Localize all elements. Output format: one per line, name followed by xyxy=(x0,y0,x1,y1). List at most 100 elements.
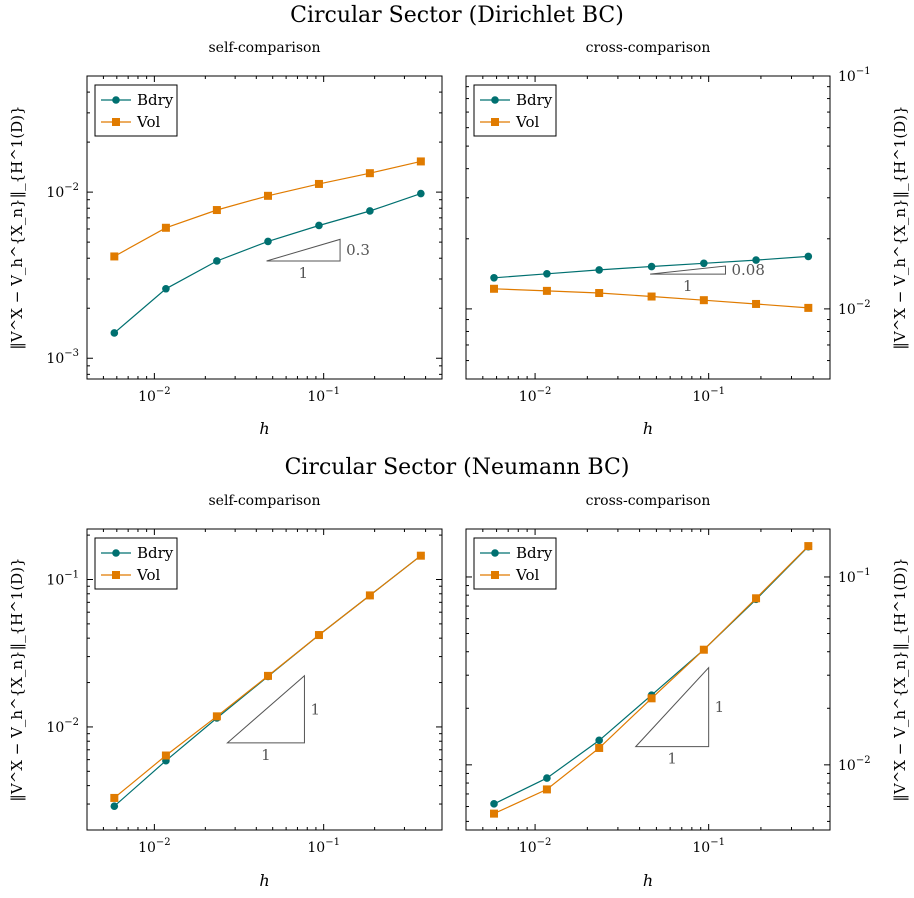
data-point-vol xyxy=(647,694,656,703)
data-point-vol xyxy=(212,712,221,721)
x-axis-label: h xyxy=(643,871,653,890)
legend-entry-bdry: Bdry xyxy=(137,544,174,562)
y-axis-label: ‖V^X − V_h^{X_n}‖_{H^1(D)} xyxy=(8,557,26,801)
data-point-vol xyxy=(752,594,761,603)
data-point-vol xyxy=(699,296,708,305)
x-tick-label: 10−2 xyxy=(138,386,171,405)
y-tick-label: 10−1 xyxy=(46,569,79,588)
x-axis-label: h xyxy=(643,419,653,438)
x-axis-label: h xyxy=(259,419,269,438)
subplot-title: self-comparison xyxy=(208,493,320,509)
data-point-vol xyxy=(110,252,119,261)
legend-entry-vol: Vol xyxy=(515,113,539,131)
chart-panel-1: self-comparison 10−2 10−1 10−3 10−2 h ‖V^X − V… xyxy=(8,40,443,438)
slope-run-label: 1 xyxy=(299,264,309,282)
x-tick-label: 10−2 xyxy=(519,386,552,405)
data-point-vol xyxy=(365,591,374,600)
x-tick-label: 10−1 xyxy=(307,837,340,856)
data-point-vol xyxy=(752,299,761,308)
slope-rise-label: 1 xyxy=(310,700,320,718)
data-point-bdry xyxy=(110,802,119,811)
data-point-bdry xyxy=(490,273,498,282)
slope-triangle xyxy=(650,265,726,275)
legend-marker xyxy=(491,118,499,126)
subplot-title: cross-comparison xyxy=(586,40,711,56)
legend-marker xyxy=(112,549,120,557)
data-point-bdry xyxy=(162,284,170,293)
y-tick-label: 10−2 xyxy=(46,182,79,201)
legend-entry-bdry: Bdry xyxy=(516,91,553,109)
data-point-bdry xyxy=(595,266,603,274)
data-point-vol xyxy=(161,751,170,760)
legend xyxy=(94,84,178,137)
data-point-vol xyxy=(365,169,374,178)
legend-marker xyxy=(491,549,499,557)
y-tick-label: 10−2 xyxy=(46,717,79,736)
data-point-vol xyxy=(416,157,425,166)
slope-triangle xyxy=(226,674,305,744)
data-point-vol xyxy=(212,206,221,215)
data-point-bdry xyxy=(213,257,221,265)
data-point-vol xyxy=(314,179,323,188)
data-point-vol xyxy=(699,645,708,654)
chart-panel-4: cross-comparison 10−2 10−1 10−2 10−1 h ‖V^X − … xyxy=(465,493,909,890)
slope-triangle xyxy=(266,238,341,262)
series-line-bdry xyxy=(113,193,421,334)
data-point-vol xyxy=(263,191,272,200)
data-point-bdry xyxy=(595,736,603,745)
data-point-vol xyxy=(263,671,272,680)
legend-entry-vol: Vol xyxy=(136,566,160,584)
legend-entry-bdry: Bdry xyxy=(516,544,553,562)
x-tick-label: 10−1 xyxy=(307,386,340,405)
x-tick-label: 10−1 xyxy=(692,837,725,856)
plot-frame xyxy=(465,75,831,380)
data-point-vol xyxy=(595,743,604,752)
data-point-vol xyxy=(647,292,656,301)
legend xyxy=(473,84,557,137)
y-tick-label: 10−2 xyxy=(838,755,871,774)
row-title-neumann: Circular Sector (Neumann BC) xyxy=(285,455,630,480)
legend-marker xyxy=(491,96,499,104)
data-point-bdry xyxy=(417,189,425,198)
legend-entry-vol: Vol xyxy=(515,566,539,584)
y-tick-label: 10−2 xyxy=(838,299,871,318)
data-point-vol xyxy=(595,289,604,298)
x-axis-label: h xyxy=(259,871,269,890)
chart-panel-3: self-comparison 10−2 10−1 10−2 10−1 h ‖V^X − V… xyxy=(8,493,443,890)
data-point-vol xyxy=(490,809,499,818)
row-title-dirichlet: Circular Sector (Dirichlet BC) xyxy=(290,3,624,28)
slope-run-label: 1 xyxy=(683,277,693,295)
data-point-bdry xyxy=(110,329,119,337)
legend-marker xyxy=(112,571,120,579)
plot-frame xyxy=(86,528,443,831)
data-point-vol xyxy=(542,785,551,794)
legend-marker xyxy=(112,118,120,126)
chart-panel-2: cross-comparison 10−2 10−1 10−2 10−1 h ‖V^X − … xyxy=(465,40,909,438)
legend-entry-bdry: Bdry xyxy=(137,91,174,109)
y-tick-label: 10−1 xyxy=(838,567,871,586)
y-axis-label: ‖V^X − V_h^{X_n}‖_{H^1(D)} xyxy=(891,105,909,349)
data-point-bdry xyxy=(647,262,656,271)
data-point-vol xyxy=(542,286,551,295)
subplot-title: cross-comparison xyxy=(586,493,711,509)
data-point-vol xyxy=(110,793,119,802)
data-point-bdry xyxy=(543,269,551,278)
legend-entry-vol: Vol xyxy=(136,113,160,131)
data-point-bdry xyxy=(264,237,272,246)
data-point-vol xyxy=(161,223,170,232)
y-axis-label: ‖V^X − V_h^{X_n}‖_{H^1(D)} xyxy=(891,557,909,801)
x-tick-label: 10−1 xyxy=(692,386,725,405)
data-point-bdry xyxy=(315,221,323,230)
slope-rise-label: 0.3 xyxy=(346,241,370,259)
plot-frame xyxy=(86,75,443,380)
data-point-vol xyxy=(804,303,813,312)
data-point-bdry xyxy=(700,259,708,268)
x-tick-label: 10−2 xyxy=(519,837,552,856)
data-point-bdry xyxy=(752,256,760,264)
legend-marker xyxy=(112,96,120,104)
slope-run-label: 1 xyxy=(261,746,271,764)
series-line-bdry xyxy=(113,555,422,807)
y-tick-label: 10−3 xyxy=(46,348,79,367)
x-tick-label: 10−2 xyxy=(138,837,171,856)
